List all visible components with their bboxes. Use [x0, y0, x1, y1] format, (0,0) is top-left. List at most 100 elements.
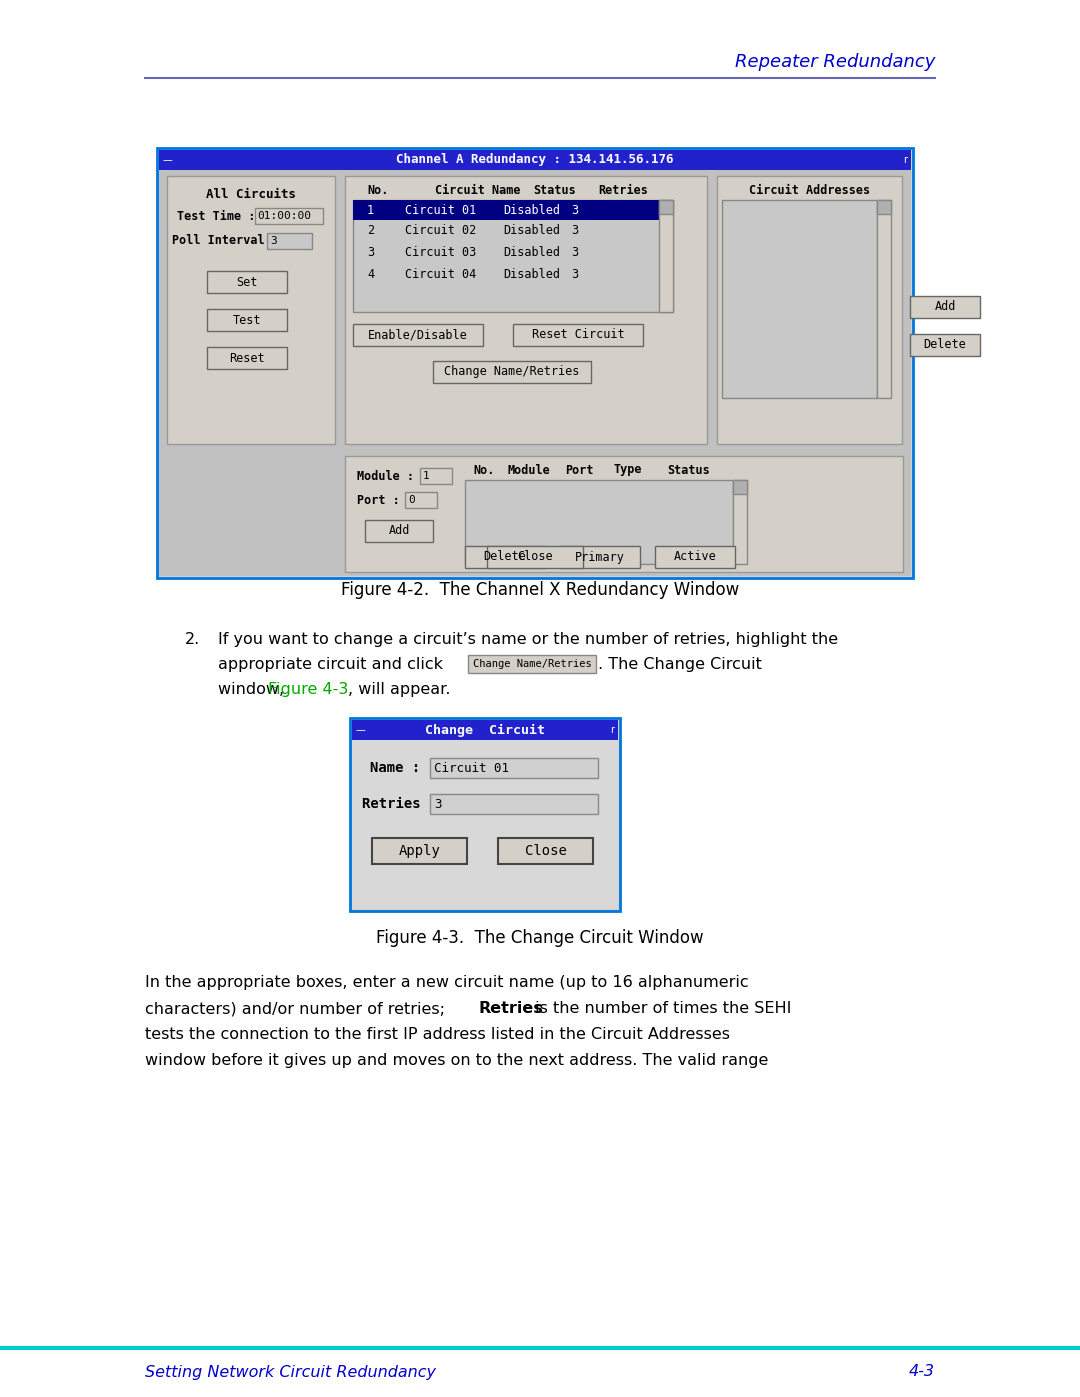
Text: Apply: Apply	[399, 844, 441, 858]
Bar	[910, 334, 980, 356]
Text: 3: 3	[571, 204, 578, 217]
Text: —: —	[162, 155, 172, 165]
Bar	[430, 793, 598, 814]
Bar	[433, 360, 591, 383]
Bar	[487, 546, 583, 569]
Text: Retries :: Retries :	[362, 798, 437, 812]
Bar	[405, 492, 437, 509]
Text: Figure 4-3.  The Change Circuit Window: Figure 4-3. The Change Circuit Window	[376, 929, 704, 947]
Text: Setting Network Circuit Redundancy: Setting Network Circuit Redundancy	[145, 1365, 436, 1379]
Bar	[654, 546, 735, 569]
Text: Test Time :: Test Time :	[177, 210, 255, 222]
Text: Close: Close	[517, 550, 553, 563]
Text: —: —	[355, 725, 365, 735]
Text: Module :: Module :	[357, 469, 414, 482]
Text: Disabled: Disabled	[503, 204, 561, 217]
Text: Name :: Name :	[370, 761, 420, 775]
Text: , will appear.: , will appear.	[348, 682, 450, 697]
Text: Change  Circuit: Change Circuit	[426, 724, 545, 736]
Bar	[255, 208, 323, 224]
Text: Add: Add	[934, 300, 956, 313]
Text: Circuit Name: Circuit Name	[435, 183, 521, 197]
Text: Retries: Retries	[598, 183, 648, 197]
Text: Figure 4-2.  The Channel X Redundancy Window: Figure 4-2. The Channel X Redundancy Win…	[341, 581, 739, 599]
Bar	[420, 468, 453, 483]
Text: window,: window,	[218, 682, 289, 697]
Bar	[733, 481, 747, 495]
Text: Circuit 02: Circuit 02	[405, 225, 476, 237]
Bar	[167, 176, 335, 444]
Text: tests the connection to the first IP address listed in the Circuit Addresses: tests the connection to the first IP add…	[145, 1027, 730, 1042]
Bar	[877, 200, 891, 214]
Text: Reset Circuit: Reset Circuit	[531, 328, 624, 341]
Text: appropriate circuit and click: appropriate circuit and click	[218, 657, 443, 672]
Text: 3: 3	[367, 246, 374, 260]
Bar	[723, 200, 877, 398]
Text: Change Name/Retries: Change Name/Retries	[444, 366, 580, 379]
Text: In the appropriate boxes, enter a new circuit name (up to 16 alphanumeric: In the appropriate boxes, enter a new ci…	[145, 975, 748, 990]
Text: Port :: Port :	[357, 493, 400, 507]
Bar	[159, 170, 912, 576]
Text: Status: Status	[534, 183, 576, 197]
Text: Circuit 03: Circuit 03	[405, 246, 476, 260]
Bar	[365, 520, 433, 542]
Text: Disabled: Disabled	[503, 225, 561, 237]
Text: Type: Type	[613, 464, 642, 476]
Text: 3: 3	[571, 246, 578, 260]
Text: r: r	[610, 725, 615, 735]
Text: Enable/Disable: Enable/Disable	[368, 328, 468, 341]
Bar	[659, 200, 673, 214]
Text: Module: Module	[507, 464, 550, 476]
Text: Change Name/Retries: Change Name/Retries	[473, 659, 592, 669]
Text: Figure 4-3: Figure 4-3	[268, 682, 349, 697]
Bar	[267, 233, 312, 249]
Text: 1: 1	[423, 471, 430, 481]
Bar	[430, 759, 598, 778]
Text: Repeater Redundancy: Repeater Redundancy	[734, 53, 935, 71]
Text: Retries: Retries	[478, 1002, 543, 1016]
Bar	[659, 200, 673, 312]
Bar	[465, 481, 733, 564]
Text: No.: No.	[473, 464, 495, 476]
Bar	[717, 176, 902, 444]
Bar	[207, 309, 287, 331]
Text: 4: 4	[367, 268, 374, 282]
Text: Add: Add	[389, 524, 409, 538]
Bar	[157, 148, 913, 578]
Text: 4-3: 4-3	[909, 1365, 935, 1379]
Bar	[498, 838, 593, 863]
Bar	[350, 718, 620, 911]
Bar	[353, 200, 673, 312]
Text: Delete: Delete	[484, 550, 526, 563]
Bar	[353, 200, 659, 219]
Bar	[910, 296, 980, 319]
Text: Primary: Primary	[575, 550, 625, 563]
Bar	[207, 346, 287, 369]
Text: No.: No.	[367, 183, 389, 197]
Text: Disabled: Disabled	[503, 268, 561, 282]
Text: Delete: Delete	[923, 338, 967, 352]
Text: Status: Status	[667, 464, 710, 476]
Text: Circuit Addresses: Circuit Addresses	[748, 183, 870, 197]
Bar	[877, 200, 891, 398]
Bar	[345, 176, 707, 444]
Text: 3: 3	[571, 225, 578, 237]
Bar	[352, 719, 618, 740]
Text: 2: 2	[367, 225, 374, 237]
Text: r: r	[903, 155, 907, 165]
Text: Circuit 04: Circuit 04	[405, 268, 476, 282]
Bar	[353, 324, 483, 346]
Bar	[561, 546, 640, 569]
Text: All Circuits: All Circuits	[206, 187, 296, 201]
Bar	[372, 838, 467, 863]
Text: If you want to change a circuit’s name or the number of retries, highlight the: If you want to change a circuit’s name o…	[218, 631, 838, 647]
Text: Test: Test	[233, 313, 261, 327]
Text: 3: 3	[571, 268, 578, 282]
Text: Channel A Redundancy : 134.141.56.176: Channel A Redundancy : 134.141.56.176	[396, 154, 674, 166]
Bar	[733, 481, 747, 564]
Text: Poll Interval :: Poll Interval :	[172, 235, 279, 247]
Text: 2.: 2.	[185, 631, 200, 647]
Text: . The Change Circuit: . The Change Circuit	[598, 657, 761, 672]
Bar	[207, 271, 287, 293]
Text: characters) and/or number of retries;: characters) and/or number of retries;	[145, 1002, 450, 1016]
